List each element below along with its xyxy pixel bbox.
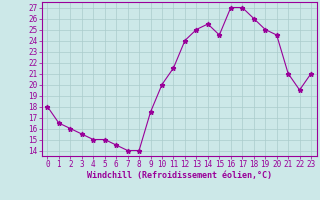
X-axis label: Windchill (Refroidissement éolien,°C): Windchill (Refroidissement éolien,°C) bbox=[87, 171, 272, 180]
